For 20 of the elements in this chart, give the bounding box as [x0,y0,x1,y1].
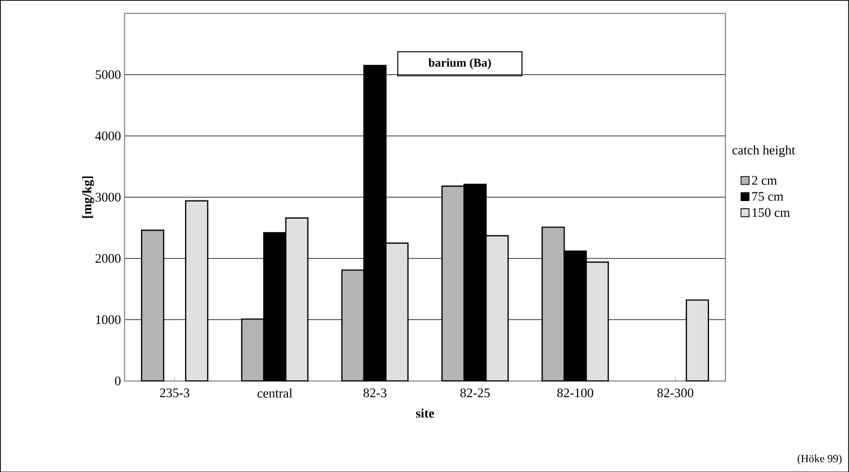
legend-label: 150 cm [752,208,790,217]
y-tick-label: 0 [115,376,121,386]
x-tick-label: central [258,388,292,398]
x-tick-label: 82-300 [657,388,694,398]
legend-title: catch height [732,145,796,157]
y-axis-title: [mg/kg] [82,176,94,218]
y-tick-label: 5000 [96,70,121,79]
x-tick-label: 82-100 [557,388,594,398]
y-tick-label: 4000 [95,131,121,140]
y-tick-label: 1000 [96,315,121,324]
y-tick-label: 2000 [96,254,121,263]
x-axis-title: site [416,408,434,418]
text: (Höke 99) [798,454,842,464]
y-tick-label: 3000 [96,192,121,202]
text: barium (Ba) [428,58,491,69]
x-tick-label: 82-25 [460,388,490,398]
legend-label: 75 cm [752,192,784,201]
x-tick-label: 235-3 [160,388,190,397]
x-tick-label: 82-3 [364,388,386,398]
legend-label: 2 cm [752,176,777,185]
